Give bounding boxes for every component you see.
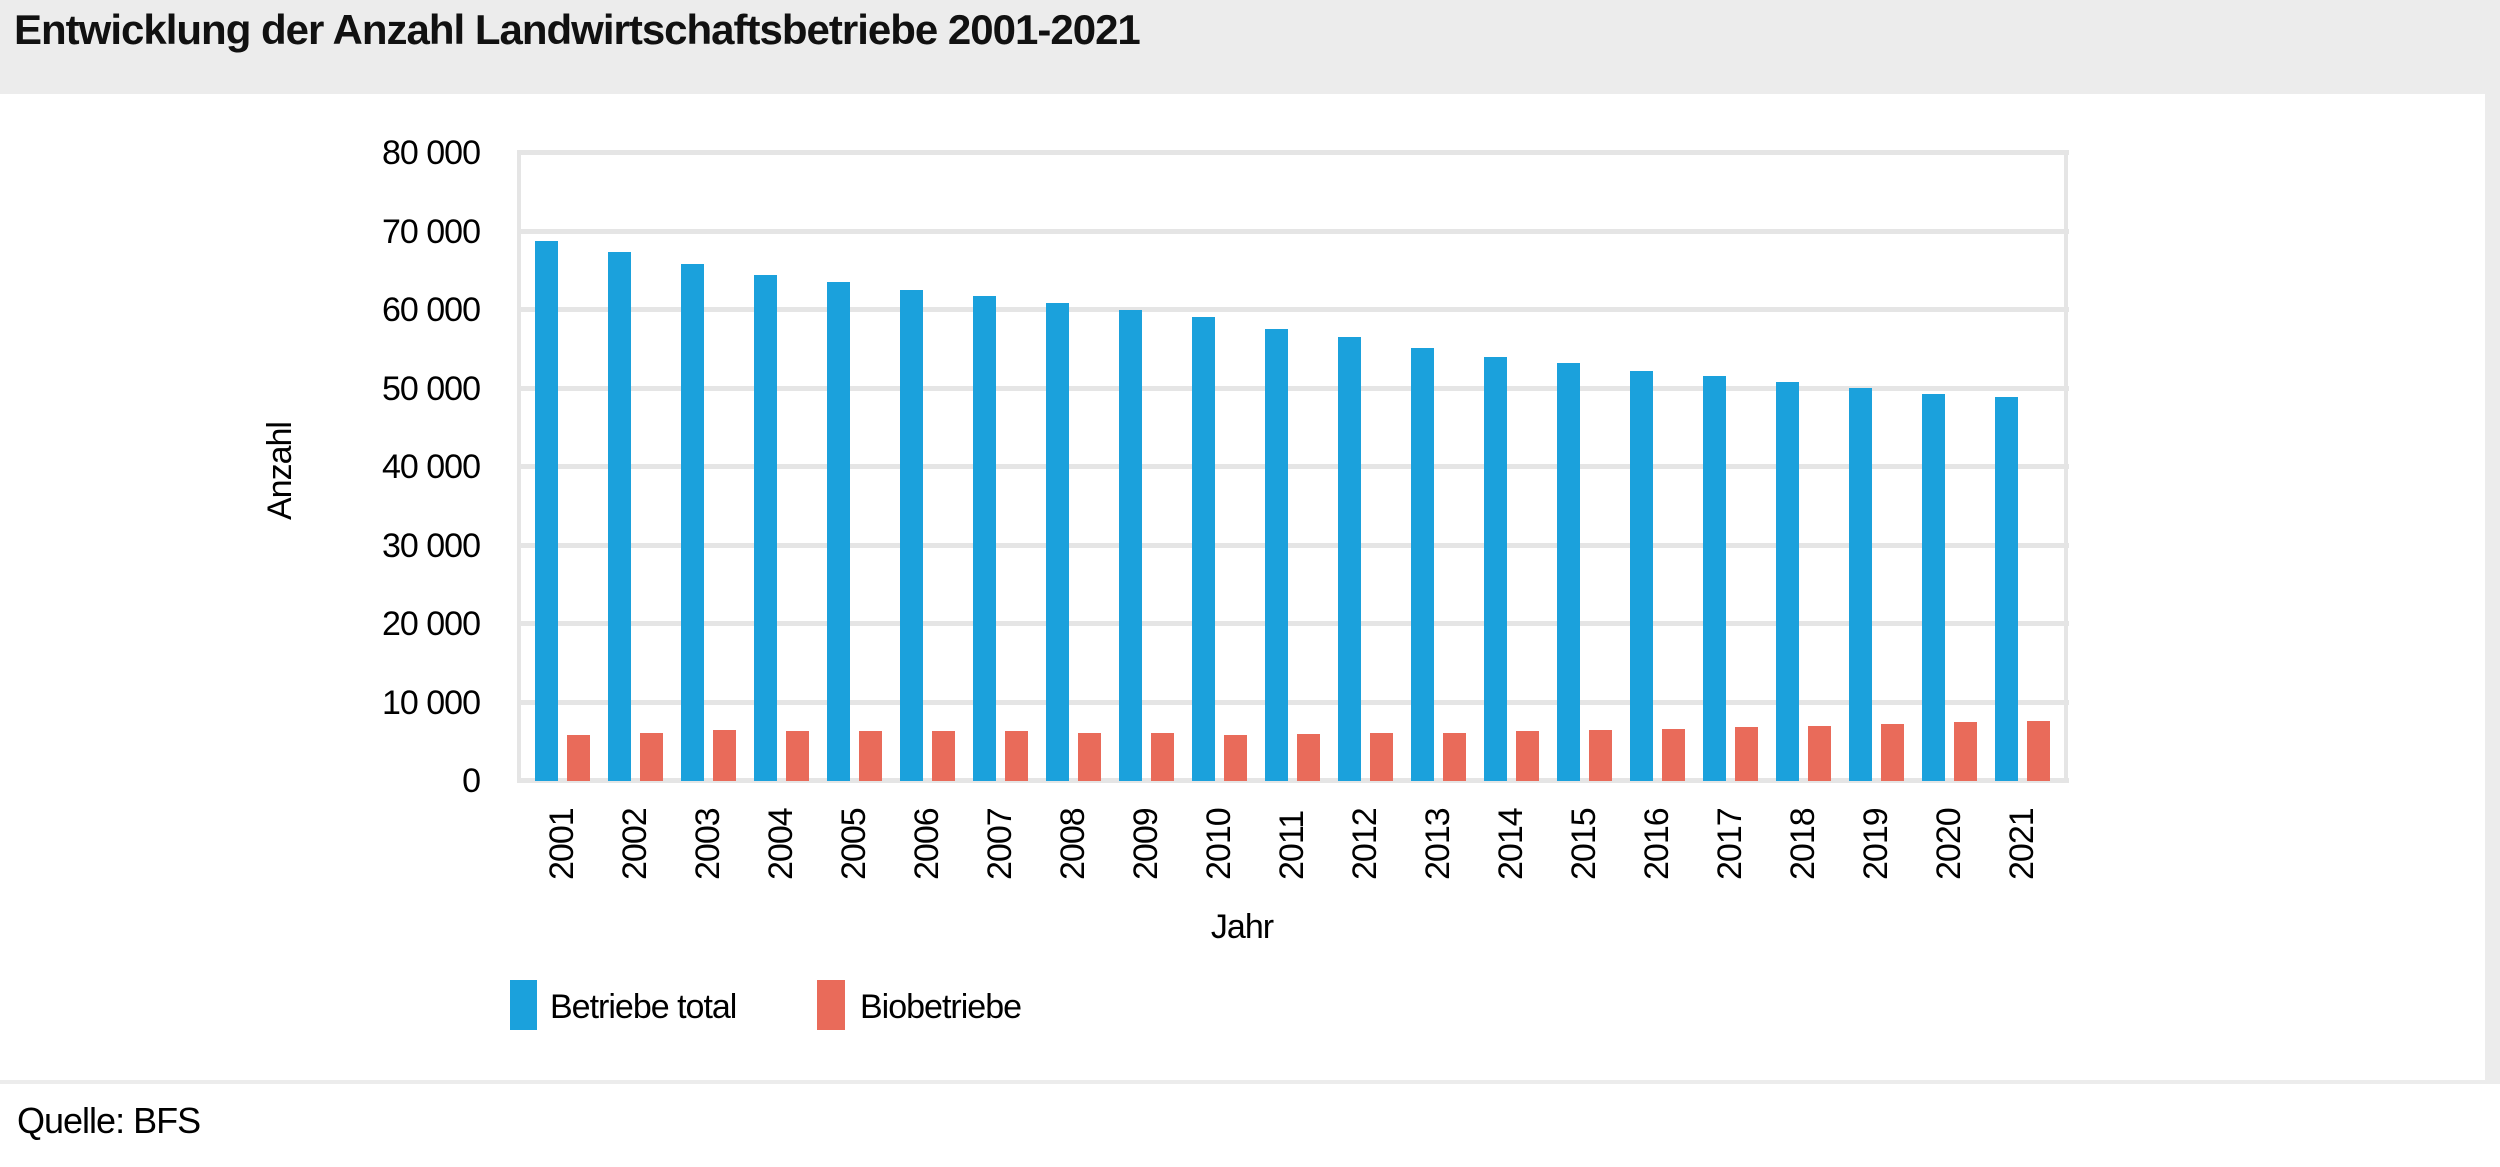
- gridline: [517, 543, 2069, 548]
- bar-total-2019: [1849, 388, 1872, 781]
- x-tick-label-2019: 2019: [1857, 808, 1895, 880]
- y-tick-label: 30 000: [382, 527, 481, 565]
- bar-bio-2009: [1151, 733, 1174, 781]
- bar-bio-2017: [1735, 727, 1758, 781]
- gridline: [517, 150, 2069, 155]
- bar-total-2012: [1338, 337, 1361, 781]
- bar-bio-2002: [640, 733, 663, 781]
- bar-bio-2018: [1808, 726, 1831, 781]
- bar-total-2018: [1776, 382, 1799, 781]
- x-tick-label-2001: 2001: [543, 808, 581, 880]
- y-tick-label: 80 000: [382, 134, 481, 172]
- x-tick-label-2002: 2002: [616, 808, 654, 880]
- gridline: [517, 621, 2069, 626]
- bar-bio-2005: [859, 731, 882, 781]
- x-tick-label-2014: 2014: [1492, 808, 1530, 880]
- bar-bio-2010: [1224, 735, 1247, 781]
- x-axis-title: Jahr: [1210, 908, 1274, 946]
- gridline: [517, 778, 2069, 783]
- title-bar: [0, 0, 2500, 94]
- x-tick-label-2007: 2007: [981, 808, 1019, 880]
- x-tick-label-2020: 2020: [1930, 808, 1968, 880]
- y-tick-label: 60 000: [382, 291, 481, 329]
- bar-bio-2006: [932, 731, 955, 781]
- bar-total-2002: [608, 252, 631, 781]
- bar-total-2020: [1922, 394, 1945, 781]
- bar-total-2015: [1557, 363, 1580, 781]
- legend-label-betriebe-total: Betriebe total: [550, 988, 737, 1026]
- bar-total-2001: [535, 241, 558, 781]
- y-tick-label: 10 000: [382, 684, 481, 722]
- plot-area: [517, 150, 2069, 783]
- y-tick-label: 40 000: [382, 448, 481, 486]
- gridline: [517, 700, 2069, 705]
- x-tick-label-2005: 2005: [835, 808, 873, 880]
- x-tick-label-2016: 2016: [1638, 808, 1676, 880]
- x-tick-label-2009: 2009: [1127, 808, 1165, 880]
- bar-total-2014: [1484, 357, 1507, 781]
- gridline: [517, 229, 2069, 234]
- plot-border: [2064, 153, 2068, 781]
- bar-bio-2013: [1443, 733, 1466, 781]
- y-axis-title: Anzahl: [261, 422, 299, 520]
- bar-bio-2003: [713, 730, 736, 781]
- bar-total-2011: [1265, 329, 1288, 781]
- x-tick-label-2015: 2015: [1565, 808, 1603, 880]
- bar-bio-2012: [1370, 733, 1393, 781]
- y-tick-label: 50 000: [382, 370, 481, 408]
- bar-bio-2001: [567, 735, 590, 781]
- bar-total-2004: [754, 275, 777, 781]
- bar-bio-2016: [1662, 729, 1685, 781]
- x-tick-label-2011: 2011: [1273, 810, 1311, 880]
- page-title: Entwicklung der Anzahl Landwirtschaftsbe…: [14, 6, 1141, 53]
- bottom-divider: [0, 1080, 2500, 1084]
- bar-total-2013: [1411, 348, 1434, 781]
- y-tick-label: 70 000: [382, 213, 481, 251]
- x-tick-label-2010: 2010: [1200, 808, 1238, 880]
- bar-bio-2008: [1078, 733, 1101, 781]
- gridline: [517, 307, 2069, 312]
- x-tick-label-2013: 2013: [1419, 808, 1457, 880]
- gridline: [517, 386, 2069, 391]
- y-tick-label: 0: [462, 762, 481, 800]
- legend-swatch-biobetriebe: [817, 980, 845, 1030]
- bar-bio-2015: [1589, 730, 1612, 781]
- bar-bio-2019: [1881, 724, 1904, 781]
- plot-border: [517, 153, 521, 781]
- source-text: Quelle: BFS: [17, 1100, 201, 1141]
- legend-label-biobetriebe: Biobetriebe: [860, 988, 1022, 1026]
- x-tick-label-2006: 2006: [908, 808, 946, 880]
- bar-total-2006: [900, 290, 923, 781]
- bar-total-2016: [1630, 371, 1653, 781]
- y-tick-label: 20 000: [382, 605, 481, 643]
- x-tick-label-2004: 2004: [762, 808, 800, 880]
- x-tick-label-2003: 2003: [689, 808, 727, 880]
- bar-bio-2020: [1954, 722, 1977, 781]
- x-tick-label-2021: 2021: [2003, 808, 2041, 880]
- bar-total-2003: [681, 264, 704, 781]
- bar-bio-2021: [2027, 721, 2050, 781]
- legend-swatch-betriebe-total: [510, 980, 537, 1030]
- bar-total-2017: [1703, 376, 1726, 781]
- x-tick-label-2018: 2018: [1784, 808, 1822, 880]
- x-tick-label-2008: 2008: [1054, 808, 1092, 880]
- x-tick-label-2012: 2012: [1346, 808, 1384, 880]
- bar-total-2021: [1995, 397, 2018, 781]
- bar-bio-2014: [1516, 731, 1539, 781]
- gridline: [517, 464, 2069, 469]
- bar-bio-2011: [1297, 734, 1320, 781]
- bar-total-2007: [973, 296, 996, 781]
- x-tick-label-2017: 2017: [1711, 808, 1749, 880]
- bar-bio-2007: [1005, 731, 1028, 781]
- right-margin-strip: [2485, 0, 2500, 1084]
- bar-total-2008: [1046, 303, 1069, 781]
- bar-bio-2004: [786, 731, 809, 781]
- bar-total-2010: [1192, 317, 1215, 781]
- bar-total-2005: [827, 282, 850, 781]
- bar-total-2009: [1119, 310, 1142, 781]
